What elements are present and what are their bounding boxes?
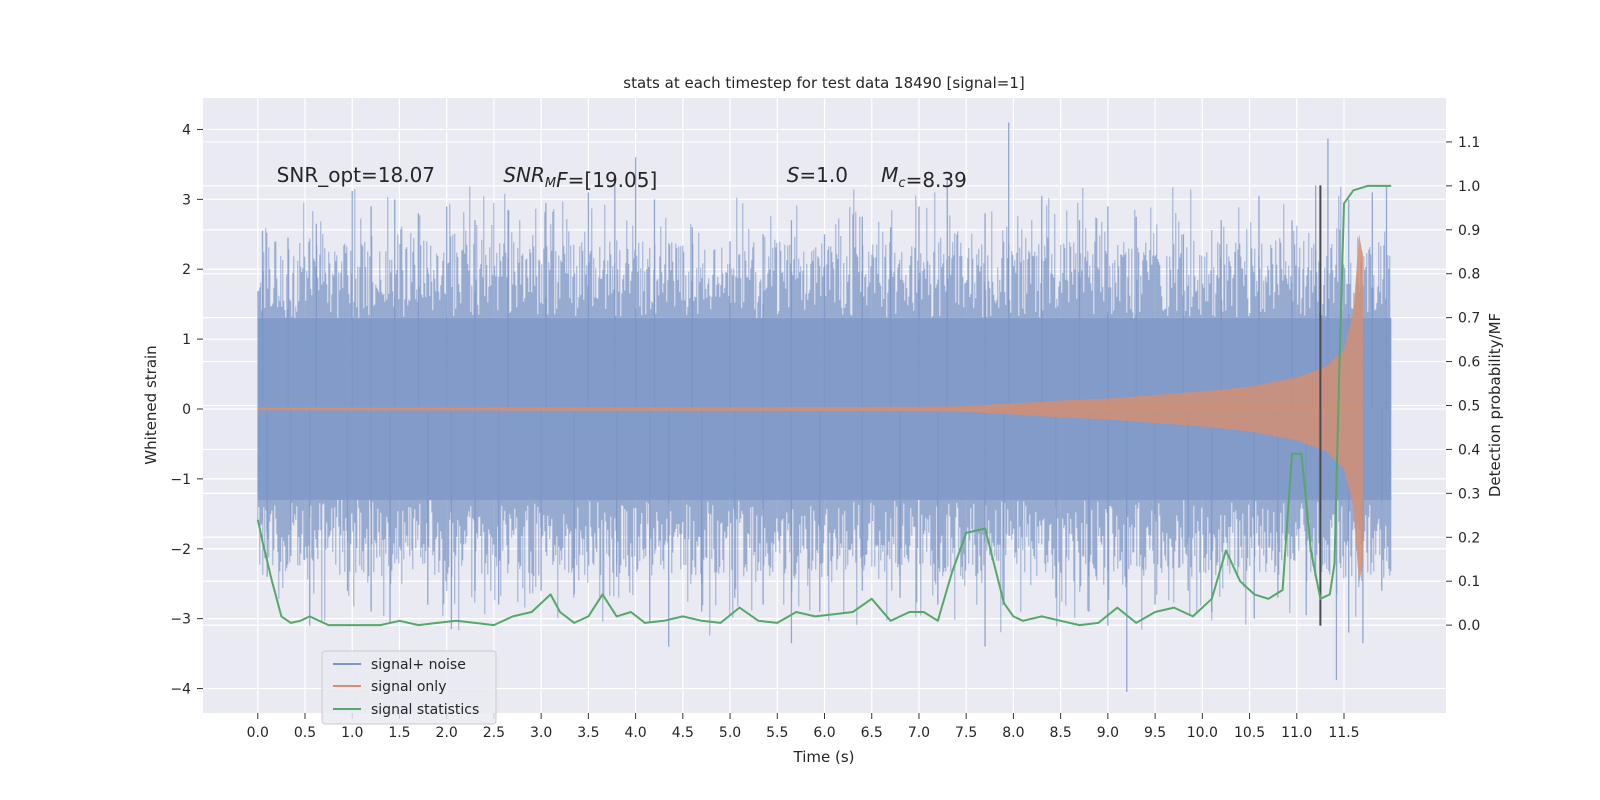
x-tick-label: 0.5: [294, 725, 316, 741]
x-tick-label: 1.0: [341, 725, 363, 741]
x-tick-label: 8.5: [1049, 725, 1071, 741]
annotation-3: Mc=8.39: [881, 163, 967, 192]
y-tick-label-left: 1: [182, 332, 191, 348]
y-tick-label-right: 0.1: [1458, 574, 1480, 590]
x-tick-label: 11.0: [1281, 725, 1312, 741]
x-tick-label: 2.0: [436, 725, 458, 741]
x-tick-label: 3.0: [530, 725, 552, 741]
y-tick-label-left: 3: [182, 192, 191, 208]
y-tick-label-right: 0.6: [1458, 355, 1480, 371]
x-tick-label: 10.5: [1234, 725, 1265, 741]
y-axis-label-right: Detection probability/MF: [1486, 313, 1504, 497]
series-signal-statistics: [256, 184, 1392, 627]
x-tick-label: 4.5: [672, 725, 694, 741]
x-tick-label: 5.0: [719, 725, 741, 741]
x-tick-label: 6.0: [813, 725, 835, 741]
series-signal-only: [257, 234, 1363, 584]
x-tick-label: 10.0: [1187, 725, 1218, 741]
y-tick-label-left: 4: [182, 122, 191, 138]
data-layer: [256, 122, 1392, 693]
y-tick-label-left: 2: [182, 262, 191, 278]
y-tick-label-right: 0.9: [1458, 223, 1480, 239]
legend-entry-stats: signal statistics: [371, 702, 479, 718]
legend-entry-noise: signal+ noise: [371, 657, 466, 673]
y-tick-label-left: −4: [170, 682, 191, 698]
x-tick-label: 2.5: [483, 725, 505, 741]
annotations: SNR_opt=18.07 SNRMF=[19.05] S=1.0 Mc=8.39: [277, 163, 967, 192]
y-tick-label-left: −1: [170, 472, 191, 488]
y-tick-label-right: 0.3: [1458, 486, 1480, 502]
legend-entry-signal: signal only: [371, 679, 446, 695]
y-tick-label-right: 0.2: [1458, 530, 1480, 546]
legend-frame: [321, 650, 497, 725]
y-tick-label-right: 0.0: [1458, 618, 1480, 634]
y-axis-label-left: Whitened strain: [142, 345, 160, 464]
chart-title: stats at each timestep for test data 184…: [623, 74, 1024, 92]
annotation-1: SNRMF=[19.05]: [503, 163, 657, 192]
x-tick-label: 7.0: [908, 725, 930, 741]
annotation-2: S=1.0: [787, 163, 848, 187]
y-tick-label-right: 0.4: [1458, 442, 1480, 458]
x-tick-label: 7.5: [955, 725, 977, 741]
x-tick-label: 4.0: [624, 725, 646, 741]
x-tick-label: 8.0: [1002, 725, 1024, 741]
ticks: 0.0 0.5 1.0 1.5 2.0 2.5 3.0 3.5 4.0 4.5 5.0 5.5 6.0 6…: [170, 122, 1480, 741]
y-tick-label-right: 1.0: [1458, 179, 1480, 195]
annotation-0: SNR_opt=18.07: [277, 163, 435, 187]
x-tick-label: 1.5: [388, 725, 410, 741]
x-axis-label: Time (s): [793, 748, 855, 766]
x-tick-label: 5.5: [766, 725, 788, 741]
y-tick-label-right: 0.7: [1458, 311, 1480, 327]
x-tick-label: 3.5: [577, 725, 599, 741]
y-tick-label-left: 0: [182, 402, 191, 418]
y-tick-label-right: 0.5: [1458, 399, 1480, 415]
y-tick-label-right: 0.8: [1458, 267, 1480, 283]
x-tick-label: 0.0: [247, 725, 269, 741]
y-tick-label-left: −3: [170, 612, 191, 628]
x-tick-label: 9.0: [1097, 725, 1119, 741]
x-tick-label: 6.5: [861, 725, 883, 741]
y-tick-label-right: 1.1: [1458, 135, 1480, 151]
y-tick-label-left: −2: [170, 542, 191, 558]
legend: signal+ noise signal only signal statist…: [321, 650, 497, 725]
x-tick-label: 11.5: [1328, 725, 1359, 741]
x-tick-label: 9.5: [1144, 725, 1166, 741]
